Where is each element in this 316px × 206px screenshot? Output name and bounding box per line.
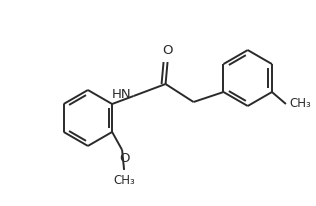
Text: O: O (162, 44, 173, 57)
Text: CH₃: CH₃ (289, 97, 311, 110)
Text: CH₃: CH₃ (113, 174, 135, 187)
Text: O: O (119, 152, 129, 165)
Text: HN: HN (112, 88, 131, 101)
